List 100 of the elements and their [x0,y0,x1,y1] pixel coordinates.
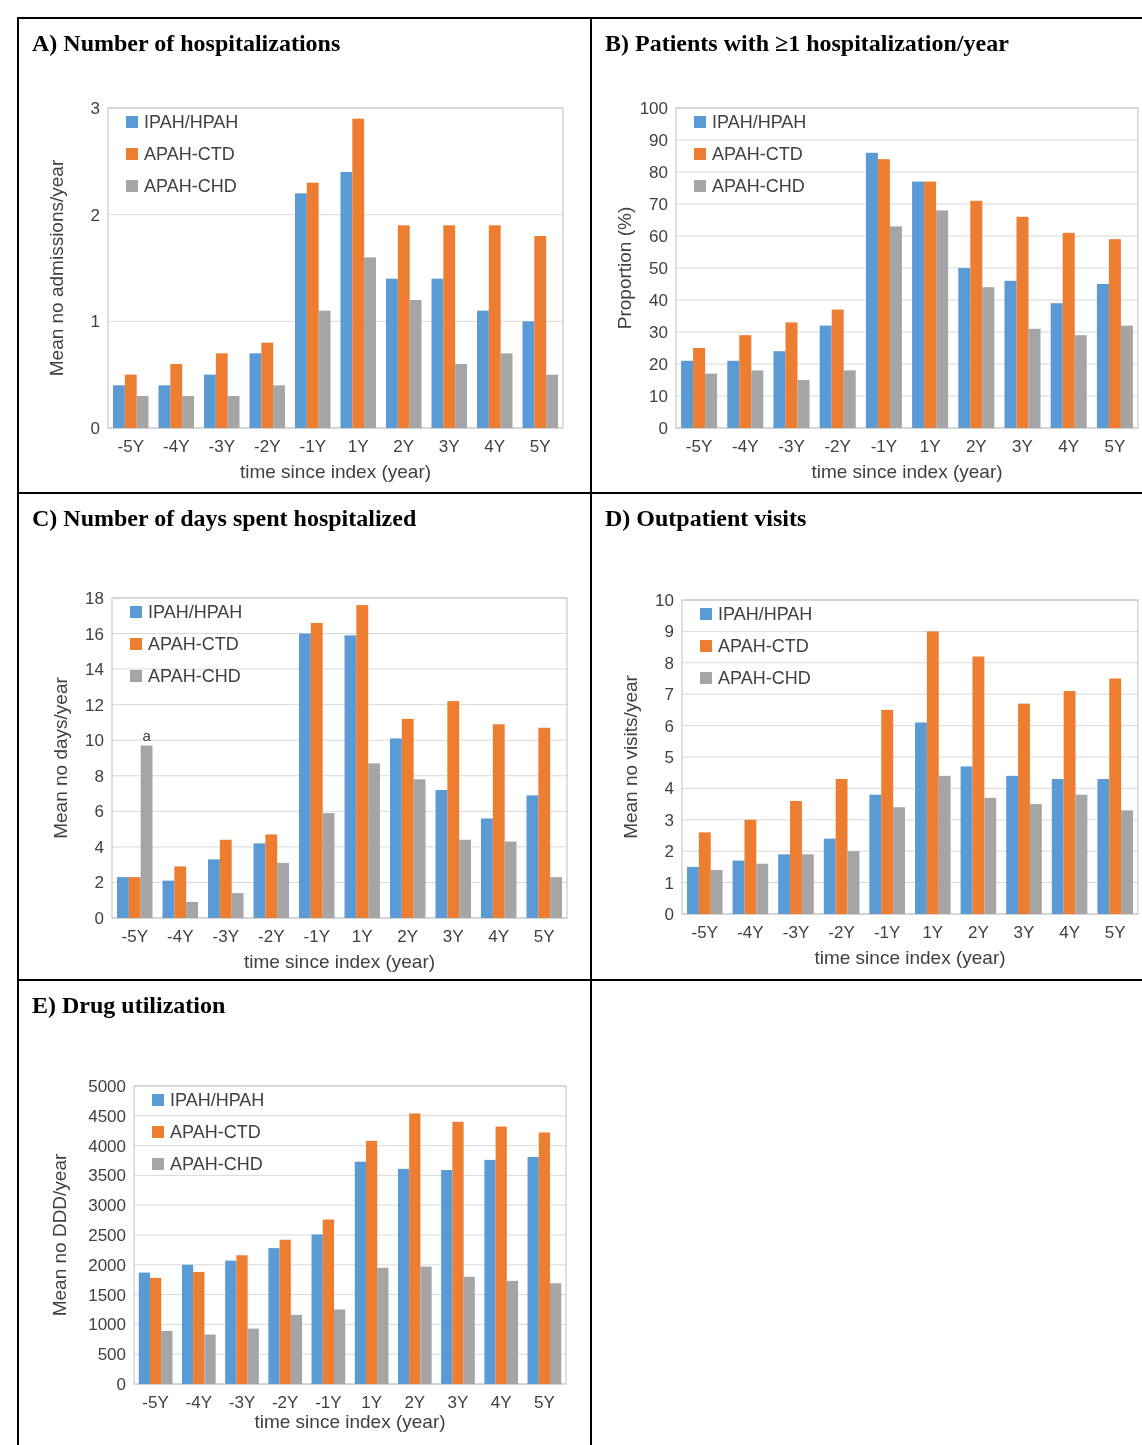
bar [219,839,232,918]
y-tick-label: 4 [94,837,104,857]
x-tick-label: -5Y [685,437,713,456]
y-tick-label: 2 [664,842,674,862]
y-tick-label: 3 [90,98,100,118]
x-tick-label: 3Y [438,437,460,456]
y-tick-label: 9 [664,622,674,642]
bar [261,342,274,428]
bar [204,1334,216,1384]
bar [435,790,448,918]
bar [1004,280,1017,428]
bar [495,1126,507,1384]
y-tick-label: 20 [649,354,668,374]
legend-label: APAH-CHD [144,176,237,197]
bar [1063,691,1076,914]
bar [477,310,489,428]
bar [249,353,262,428]
bar [534,236,547,428]
bar [365,1140,378,1384]
bar [546,374,558,428]
bar [835,778,848,914]
x-tick-label: 4Y [1059,923,1080,942]
y-tick-label: 8 [94,766,104,786]
x-tick-label: 4Y [484,437,506,456]
bar [170,364,183,428]
bar [354,1161,366,1384]
y-tick-label: 60 [649,226,668,246]
y-tick-label: 18 [85,588,104,608]
x-tick-label: 2Y [397,927,419,946]
x-tick-label: 5Y [533,927,555,946]
bar [377,1267,389,1384]
x-axis-title: time since index (year) [254,1411,446,1432]
legend-label: IPAH/HPAH [170,1090,265,1111]
y-tick-label: 0 [90,418,100,438]
y-tick-label: 70 [649,194,668,214]
bar [344,635,357,918]
y-tick-label: 3500 [88,1166,126,1186]
bar [161,1330,173,1384]
y-tick-label: 5 [664,747,674,767]
bar [843,370,856,428]
bar [204,374,216,428]
x-tick-label: 2Y [965,437,987,456]
bar [310,622,323,918]
bar [386,278,398,428]
y-tick-label: 6 [94,802,104,822]
bar [492,724,505,918]
bar [1050,303,1063,428]
bar [231,893,244,918]
bar [831,309,844,428]
bar [865,152,878,428]
bar [732,860,745,914]
bar [790,800,802,914]
bar [1018,703,1030,914]
bar [778,854,791,914]
x-tick-label: -4Y [163,437,190,456]
bar [463,1276,475,1384]
x-tick-label: -5Y [117,437,144,456]
bar [698,832,711,914]
y-tick-label: 30 [649,322,668,342]
y-tick-label: 3000 [88,1196,126,1216]
bar [881,709,894,914]
x-tick-label: -1Y [299,437,326,456]
x-tick-label: 3Y [447,1393,469,1412]
legend-label: APAH-CTD [170,1122,261,1143]
y-tick-label: 1500 [88,1285,126,1305]
x-tick-label: 4Y [490,1393,512,1412]
x-tick-label: 2Y [968,923,989,942]
x-tick-label: 4Y [1058,437,1080,456]
y-tick-label: 7 [664,685,674,705]
bar [972,656,985,914]
chart-title: E) Drug utilization [32,992,226,1018]
legend-label: IPAH/HPAH [148,602,243,623]
bar [877,159,890,428]
bar [801,854,814,914]
x-tick-label: 4Y [488,927,510,946]
bar [484,1159,496,1384]
bar [182,396,194,428]
y-tick-label: 8 [664,653,674,673]
bar [693,348,706,428]
bar [149,1277,162,1384]
x-tick-label: -2Y [824,437,851,456]
y-tick-label: 10 [85,731,104,751]
x-tick-label: -2Y [828,923,855,942]
legend-label: APAH-CHD [712,176,805,197]
x-tick-label: 2Y [404,1393,426,1412]
legend-label: APAH-CTD [712,144,803,165]
y-tick-label: 2500 [88,1225,126,1245]
x-axis-title: time since index (year) [239,461,432,482]
x-tick-label: 1Y [919,437,941,456]
legend-label: IPAH/HPAH [712,112,807,133]
bar [970,200,983,428]
y-tick-label: 2000 [88,1255,126,1275]
bar [273,385,285,428]
bar [889,226,902,428]
chart-title: D) Outpatient visits [605,505,807,531]
y-tick-label: 14 [85,660,104,680]
y-tick-label: 0 [116,1374,126,1394]
bar [797,380,810,428]
bar [452,1121,464,1384]
bar [527,1156,539,1384]
